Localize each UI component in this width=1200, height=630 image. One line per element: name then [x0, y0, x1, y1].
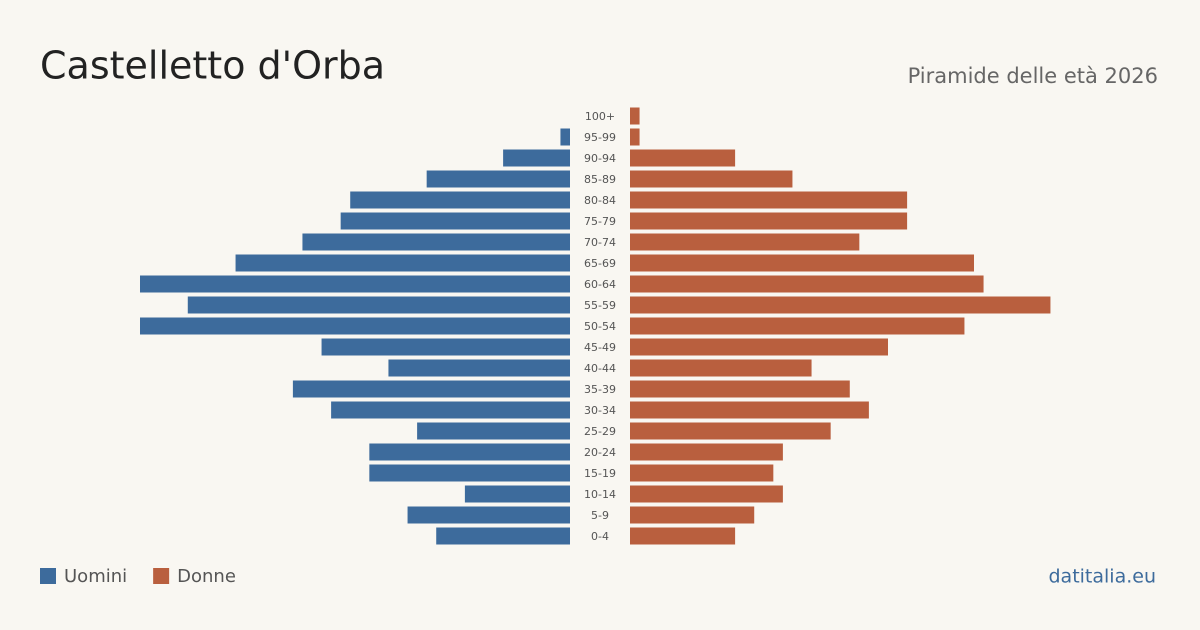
chart-title: Castelletto d'Orba: [40, 44, 385, 88]
bar: [630, 485, 783, 503]
bar: [630, 380, 850, 398]
bar: [388, 359, 570, 377]
bar: [302, 233, 570, 251]
bar: [417, 422, 570, 440]
category-label: 80-84: [584, 194, 616, 207]
bar: [630, 359, 812, 377]
legend-swatch: [40, 568, 56, 584]
category-label: 35-39: [584, 383, 616, 396]
bar: [340, 212, 570, 230]
category-label: 55-59: [584, 299, 616, 312]
category-label: 5-9: [591, 509, 609, 522]
category-label: 40-44: [584, 362, 616, 375]
bar: [321, 338, 570, 356]
bar: [630, 149, 736, 167]
category-label: 20-24: [584, 446, 616, 459]
bar: [140, 317, 570, 335]
bar: [369, 464, 570, 482]
category-label: 100+: [585, 110, 615, 123]
category-label: 45-49: [584, 341, 616, 354]
bar: [426, 170, 570, 188]
bar: [630, 464, 774, 482]
bar: [630, 338, 888, 356]
bar: [369, 443, 570, 461]
bar: [630, 275, 984, 293]
bar: [630, 401, 869, 419]
category-label: 15-19: [584, 467, 616, 480]
category-label: 60-64: [584, 278, 616, 291]
bar: [560, 128, 570, 146]
category-label: 0-4: [591, 530, 609, 543]
bar: [630, 317, 965, 335]
legend-label: Donne: [177, 566, 236, 587]
category-label: 30-34: [584, 404, 616, 417]
bar: [503, 149, 570, 167]
bar: [630, 107, 640, 125]
bar: [630, 191, 908, 209]
category-label: 90-94: [584, 152, 616, 165]
bar: [436, 527, 570, 545]
bar: [630, 128, 640, 146]
bar: [630, 527, 736, 545]
legend-label: Uomini: [64, 566, 127, 587]
bar: [235, 254, 571, 272]
category-label: 50-54: [584, 320, 616, 333]
bar: [630, 254, 974, 272]
bar: [140, 275, 570, 293]
bar: [630, 233, 860, 251]
bar: [630, 170, 793, 188]
bar: [464, 485, 570, 503]
category-label: 25-29: [584, 425, 616, 438]
category-label: 95-99: [584, 131, 616, 144]
bar: [630, 422, 831, 440]
category-label: 65-69: [584, 257, 616, 270]
bar: [350, 191, 570, 209]
category-label: 75-79: [584, 215, 616, 228]
bar: [630, 443, 783, 461]
bar: [187, 296, 570, 314]
bar: [630, 212, 908, 230]
source: datitalia.eu: [1049, 566, 1157, 588]
bar: [407, 506, 570, 524]
bar: [292, 380, 570, 398]
bar: [630, 296, 1051, 314]
bar: [331, 401, 570, 419]
bar: [630, 506, 755, 524]
category-label: 70-74: [584, 236, 616, 249]
category-label: 10-14: [584, 488, 616, 501]
chart-subtitle: Piramide delle età 2026: [908, 64, 1158, 88]
category-label: 85-89: [584, 173, 616, 186]
legend-swatch: [153, 568, 170, 584]
